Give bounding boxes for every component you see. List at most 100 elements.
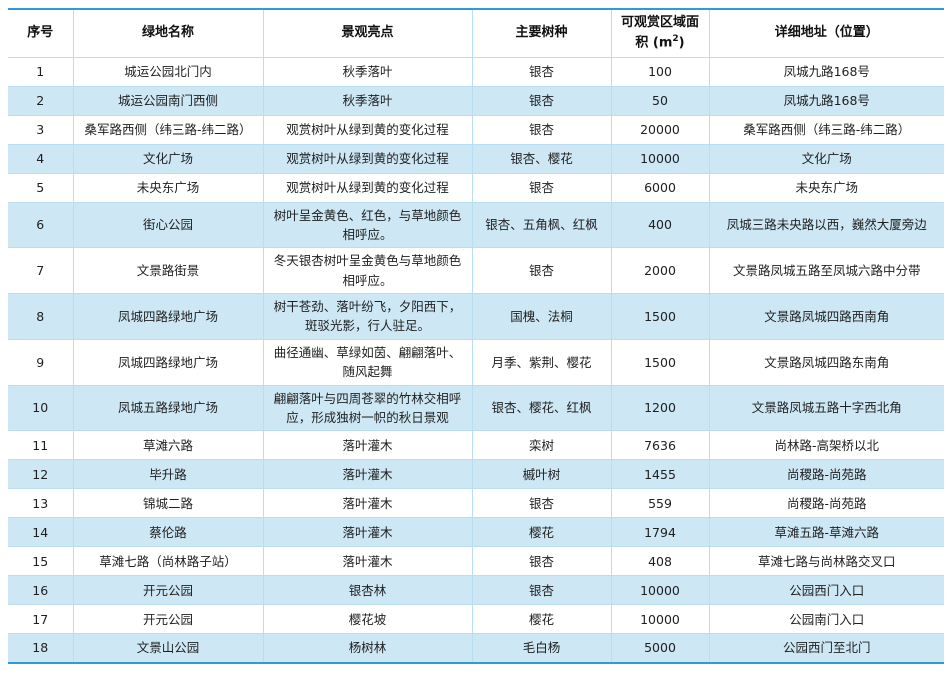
cell-species: 国槐、法桐 <box>471 293 612 340</box>
cell-address: 未央东广场 <box>708 172 944 203</box>
cell-highlight: 落叶灌木 <box>262 546 473 577</box>
cell-no: 17 <box>8 604 74 635</box>
cell-address: 凤城三路未央路以西，巍然大厦旁边 <box>708 201 944 249</box>
cell-species: 栾树 <box>471 430 612 461</box>
cell-area: 1200 <box>610 384 710 432</box>
table-row: 4 文化广场 观赏树叶从绿到黄的变化过程 银杏、樱花 10000 文化广场 <box>8 143 944 174</box>
cell-name: 桑军路西侧（纬三路-纬二路） <box>72 114 264 145</box>
cell-no: 3 <box>8 114 74 145</box>
cell-address: 文化广场 <box>708 143 944 174</box>
cell-highlight: 杨树林 <box>262 633 473 664</box>
cell-name: 开元公园 <box>72 604 264 635</box>
col-header-address: 详细地址（位置） <box>708 8 944 58</box>
cell-area: 10000 <box>610 143 710 174</box>
cell-name: 毕升路 <box>72 459 264 490</box>
cell-species: 银杏、五角枫、红枫 <box>471 201 612 249</box>
table-row: 7 文景路街景 冬天银杏树叶呈金黄色与草地颜色相呼应。 银杏 2000 文景路凤城五路至凤… <box>8 247 944 295</box>
cell-highlight: 树干苍劲、落叶纷飞，夕阳西下，斑驳光影，行人驻足。 <box>262 293 473 340</box>
cell-no: 11 <box>8 430 74 461</box>
cell-name: 开元公园 <box>72 575 264 606</box>
cell-area: 100 <box>610 56 710 87</box>
table-row: 9 凤城四路绿地广场 曲径通幽、草绿如茵、翩翩落叶、随风起舞 月季、紫荆、樱花 1500… <box>8 338 944 386</box>
cell-address: 凤城九路168号 <box>708 85 944 116</box>
cell-address: 公园西门至北门 <box>708 633 944 664</box>
cell-name: 文景山公园 <box>72 633 264 664</box>
cell-name: 未央东广场 <box>72 172 264 203</box>
cell-no: 18 <box>8 633 74 664</box>
cell-species: 银杏 <box>471 172 612 203</box>
cell-name: 草滩六路 <box>72 430 264 461</box>
cell-no: 10 <box>8 384 74 432</box>
cell-no: 4 <box>8 143 74 174</box>
cell-no: 13 <box>8 488 74 519</box>
table-row: 10 凤城五路绿地广场 翩翩落叶与四周苍翠的竹林交相呼应，形成独树一帜的秋日景观 银杏… <box>8 384 944 432</box>
cell-no: 6 <box>8 201 74 249</box>
cell-name: 凤城四路绿地广场 <box>72 338 264 386</box>
area-header-superscript: 2 <box>672 34 679 45</box>
cell-no: 2 <box>8 85 74 116</box>
table-row: 16 开元公园 银杏林 银杏 10000 公园西门入口 <box>8 575 944 606</box>
cell-address: 文景路凤城五路至凤城六路中分带 <box>708 247 944 295</box>
cell-address: 文景路凤城四路东南角 <box>708 338 944 386</box>
cell-address: 公园南门入口 <box>708 604 944 635</box>
col-header-name: 绿地名称 <box>72 8 264 58</box>
cell-no: 1 <box>8 56 74 87</box>
cell-no: 14 <box>8 517 74 548</box>
cell-name: 城运公园南门西侧 <box>72 85 264 116</box>
cell-species: 银杏 <box>471 85 612 116</box>
table-row: 15 草滩七路（尚林路子站） 落叶灌木 银杏 408 草滩七路与尚林路交叉口 <box>8 546 944 577</box>
cell-name: 锦城二路 <box>72 488 264 519</box>
cell-name: 文化广场 <box>72 143 264 174</box>
green-space-table: 序号 绿地名称 景观亮点 主要树种 可观赏区域面积 (m2) 详细地址（位置） … <box>8 8 944 664</box>
cell-address: 尚稷路-尚苑路 <box>708 488 944 519</box>
cell-highlight: 观赏树叶从绿到黄的变化过程 <box>262 143 473 174</box>
cell-area: 6000 <box>610 172 710 203</box>
cell-species: 毛白杨 <box>471 633 612 664</box>
table-row: 13 锦城二路 落叶灌木 银杏 559 尚稷路-尚苑路 <box>8 488 944 519</box>
cell-species: 银杏 <box>471 575 612 606</box>
cell-address: 尚稷路-尚苑路 <box>708 459 944 490</box>
area-header-text: 可观赏区域面积 (m <box>620 15 699 51</box>
table-row: 3 桑军路西侧（纬三路-纬二路） 观赏树叶从绿到黄的变化过程 银杏 20000 桑军路西侧… <box>8 114 944 145</box>
area-header-close-paren: ) <box>678 35 685 51</box>
cell-no: 9 <box>8 338 74 386</box>
header-row: 序号 绿地名称 景观亮点 主要树种 可观赏区域面积 (m2) 详细地址（位置） <box>8 8 944 58</box>
cell-name: 凤城五路绿地广场 <box>72 384 264 432</box>
cell-name: 文景路街景 <box>72 247 264 295</box>
cell-species: 银杏 <box>471 546 612 577</box>
cell-species: 银杏 <box>471 114 612 145</box>
cell-address: 文景路凤城四路西南角 <box>708 293 944 340</box>
cell-address: 草滩五路-草滩六路 <box>708 517 944 548</box>
cell-area: 10000 <box>610 575 710 606</box>
cell-area: 400 <box>610 201 710 249</box>
cell-area: 1455 <box>610 459 710 490</box>
table-header: 序号 绿地名称 景观亮点 主要树种 可观赏区域面积 (m2) 详细地址（位置） <box>8 8 944 58</box>
cell-no: 5 <box>8 172 74 203</box>
cell-address: 尚林路-高架桥以北 <box>708 430 944 461</box>
cell-highlight: 落叶灌木 <box>262 430 473 461</box>
cell-name: 凤城四路绿地广场 <box>72 293 264 340</box>
cell-species: 樱花 <box>471 604 612 635</box>
cell-highlight: 落叶灌木 <box>262 459 473 490</box>
table-row: 8 凤城四路绿地广场 树干苍劲、落叶纷飞，夕阳西下，斑驳光影，行人驻足。 国槐、法桐 1… <box>8 293 944 340</box>
cell-species: 银杏 <box>471 56 612 87</box>
table-row: 12 毕升路 落叶灌木 槭叶树 1455 尚稷路-尚苑路 <box>8 459 944 490</box>
table-body: 1 城运公园北门内 秋季落叶 银杏 100 凤城九路168号 2 城运公园南门西侧 秋季落叶 银杏… <box>8 56 944 664</box>
cell-area: 1794 <box>610 517 710 548</box>
cell-species: 银杏、樱花、红枫 <box>471 384 612 432</box>
cell-highlight: 观赏树叶从绿到黄的变化过程 <box>262 172 473 203</box>
cell-area: 1500 <box>610 338 710 386</box>
cell-species: 银杏 <box>471 488 612 519</box>
cell-no: 8 <box>8 293 74 340</box>
cell-species: 银杏、樱花 <box>471 143 612 174</box>
table-row: 5 未央东广场 观赏树叶从绿到黄的变化过程 银杏 6000 未央东广场 <box>8 172 944 203</box>
cell-species: 樱花 <box>471 517 612 548</box>
table-row: 17 开元公园 樱花坡 樱花 10000 公园南门入口 <box>8 604 944 635</box>
cell-address: 凤城九路168号 <box>708 56 944 87</box>
cell-highlight: 落叶灌木 <box>262 517 473 548</box>
cell-highlight: 落叶灌木 <box>262 488 473 519</box>
col-header-highlight: 景观亮点 <box>262 8 473 58</box>
cell-name: 城运公园北门内 <box>72 56 264 87</box>
cell-no: 16 <box>8 575 74 606</box>
cell-highlight: 秋季落叶 <box>262 85 473 116</box>
